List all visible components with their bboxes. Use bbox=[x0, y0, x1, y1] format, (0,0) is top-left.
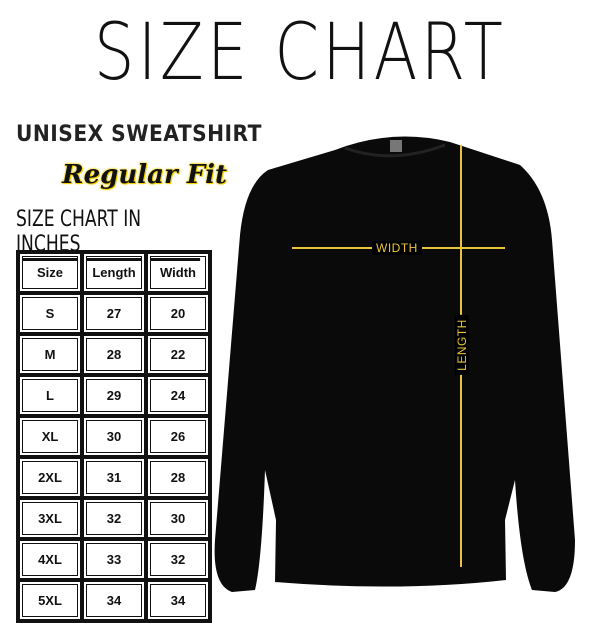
table-cell: 33 bbox=[82, 539, 146, 580]
table-cell: 28 bbox=[82, 334, 146, 375]
width-label: WIDTH bbox=[372, 241, 422, 255]
table-row: 2XL 31 28 bbox=[18, 457, 210, 498]
table-cell: 30 bbox=[146, 498, 210, 539]
table-cell: 3XL bbox=[18, 498, 82, 539]
table-cell: 32 bbox=[82, 498, 146, 539]
table-cell: L bbox=[18, 375, 82, 416]
sweatshirt-image bbox=[214, 136, 575, 593]
page-title: SIZE CHART bbox=[93, 8, 507, 98]
table-cell: XL bbox=[18, 416, 82, 457]
table-row: L 29 24 bbox=[18, 375, 210, 416]
chart-heading: SIZE CHART IN INCHES bbox=[16, 207, 201, 261]
table-cell: 32 bbox=[146, 539, 210, 580]
product-subtitle: UNISEX SWEATSHIRT bbox=[16, 122, 262, 147]
table-cell: Length bbox=[82, 252, 146, 293]
length-label: LENGTH bbox=[454, 315, 469, 375]
table-cell: Width bbox=[146, 252, 210, 293]
table-header-row: Size Length Width bbox=[18, 252, 210, 293]
tag-label bbox=[390, 140, 402, 152]
table-cell: 30 bbox=[82, 416, 146, 457]
table-cell: 20 bbox=[146, 293, 210, 334]
table-cell: 31 bbox=[82, 457, 146, 498]
table-row: M 28 22 bbox=[18, 334, 210, 375]
table-row: 4XL 33 32 bbox=[18, 539, 210, 580]
table-cell: 2XL bbox=[18, 457, 82, 498]
table-cell: 26 bbox=[146, 416, 210, 457]
table-cell: M bbox=[18, 334, 82, 375]
fit-label: Regular Fit bbox=[62, 160, 228, 190]
table-cell: 4XL bbox=[18, 539, 82, 580]
table-row: XL 30 26 bbox=[18, 416, 210, 457]
sweatshirt-body bbox=[214, 136, 575, 593]
table-cell: 28 bbox=[146, 457, 210, 498]
size-table: Size Length Width S 27 20 M 28 22 L 29 24 XL 30 26 2XL 3… bbox=[16, 250, 212, 623]
table-cell: 27 bbox=[82, 293, 146, 334]
table-row: 3XL 32 30 bbox=[18, 498, 210, 539]
table-cell: 24 bbox=[146, 375, 210, 416]
table-cell: Size bbox=[18, 252, 82, 293]
table-cell: 29 bbox=[82, 375, 146, 416]
table-cell: 22 bbox=[146, 334, 210, 375]
table-cell: S bbox=[18, 293, 82, 334]
table-row: S 27 20 bbox=[18, 293, 210, 334]
